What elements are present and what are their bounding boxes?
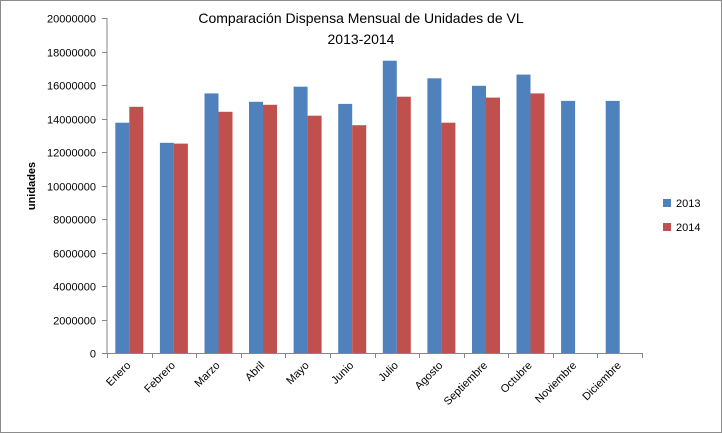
x-tick-label: Enero	[104, 360, 133, 389]
legend-label-2014: 2014	[676, 222, 700, 234]
x-tick-label: Diciembre	[580, 360, 623, 403]
bar-2013-marzo	[204, 93, 219, 354]
bar-2013-febrero	[159, 142, 174, 353]
legend-label-2013: 2013	[676, 198, 700, 210]
bar-2013-enero	[115, 122, 130, 353]
bar-2013-noviembre	[561, 100, 576, 354]
bar-2014-febrero	[173, 143, 188, 353]
bar-2014-julio	[396, 96, 411, 353]
x-tick-label: Noviembre	[533, 360, 579, 406]
bar-2013-octubre	[516, 74, 531, 353]
bars	[115, 60, 620, 354]
x-tick-label: Marzo	[192, 360, 222, 390]
legend: 2013 2014	[663, 198, 700, 234]
y-tick-label: 10000000	[47, 182, 96, 194]
bar-2013-julio	[382, 60, 397, 353]
bar-2014-abril	[263, 104, 277, 353]
y-tick-label: 8000000	[53, 215, 96, 227]
x-tick-label: Septiembre	[442, 360, 490, 408]
bar-2014-enero	[129, 106, 144, 353]
x-tick-label: Octubre	[499, 360, 535, 396]
bar-2014-octubre	[530, 93, 545, 354]
y-tick-label: 12000000	[47, 148, 96, 160]
y-axis-title: unidades	[26, 162, 38, 210]
y-tick-label: 0	[90, 349, 96, 361]
y-axis: 0 2000000 4000000 6000000 8000000 10000000 120…	[47, 14, 108, 361]
bar-2014-septiembre	[486, 97, 500, 353]
x-tick-label: Junio	[329, 360, 356, 387]
bar-2013-septiembre	[472, 85, 486, 354]
bar-2014-junio	[352, 125, 367, 353]
y-tick-label: 4000000	[53, 282, 96, 294]
chart-title: Comparación Dispensa Mensual de Unidades…	[198, 10, 524, 26]
bar-2014-marzo	[218, 111, 233, 353]
bar-2013-mayo	[293, 86, 308, 353]
x-axis: Enero Febrero Marzo Abril Mayo Junio Julio Agos…	[104, 353, 643, 408]
legend-swatch-2014	[663, 223, 671, 231]
bar-2013-abril	[249, 101, 263, 354]
x-tick-label: Mayo	[284, 360, 312, 388]
y-tick-label: 6000000	[53, 249, 96, 261]
y-tick-label: 18000000	[47, 48, 96, 60]
legend-swatch-2013	[663, 199, 671, 207]
y-tick-label: 14000000	[47, 115, 96, 127]
chart-subtitle: 2013-2014	[328, 31, 395, 47]
y-tick-label: 20000000	[47, 14, 96, 26]
x-tick-label: Agosto	[413, 360, 446, 393]
bar-2014-mayo	[307, 115, 322, 353]
bar-2014-agosto	[441, 122, 456, 353]
y-tick-label: 16000000	[47, 81, 96, 93]
bar-2013-diciembre	[605, 100, 620, 354]
bar-2013-junio	[338, 103, 353, 354]
x-tick-label: Febrero	[142, 360, 178, 396]
y-tick-label: 2000000	[53, 316, 96, 328]
bar-2013-agosto	[427, 78, 442, 354]
x-tick-label: Julio	[376, 360, 400, 384]
x-tick-label: Abril	[243, 360, 267, 384]
